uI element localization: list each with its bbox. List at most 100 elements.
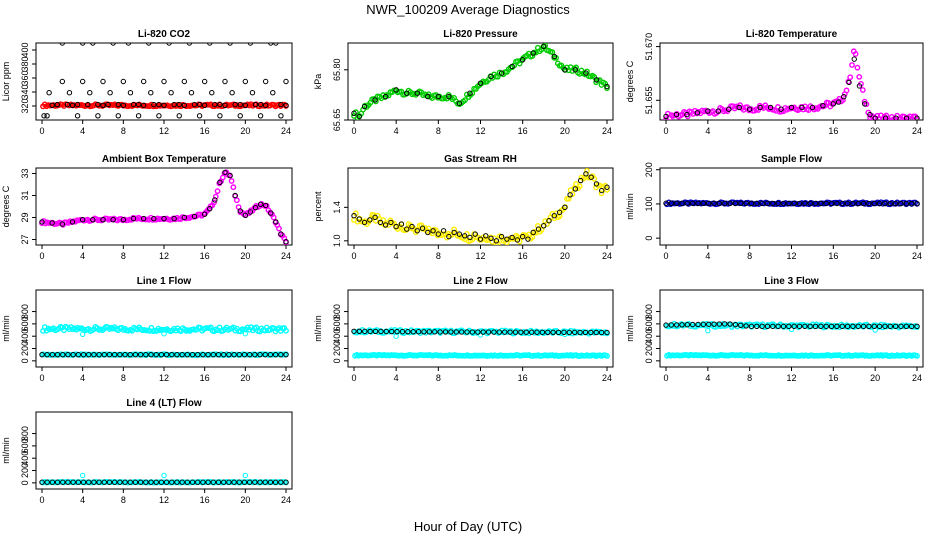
data-point — [257, 101, 264, 108]
data-point — [273, 219, 279, 225]
data-point — [161, 472, 167, 479]
data-point — [59, 221, 66, 227]
data-point — [95, 101, 101, 108]
data-point — [106, 479, 113, 485]
plot-area — [663, 48, 920, 120]
x-tick-label: 4 — [80, 126, 85, 136]
data-point — [743, 200, 749, 207]
data-point — [351, 328, 357, 334]
data-point — [393, 87, 399, 93]
data-point — [49, 479, 56, 485]
panel-title: Line 2 Flow — [453, 276, 508, 287]
data-point — [181, 214, 188, 221]
data-point — [512, 329, 519, 335]
data-point — [176, 101, 182, 108]
data-point — [49, 102, 55, 109]
data-point — [830, 101, 837, 107]
x-tick-label: 20 — [240, 495, 250, 505]
data-point — [727, 321, 733, 327]
x-tick-label: 4 — [80, 251, 85, 261]
data-point — [584, 168, 590, 174]
data-point — [577, 177, 584, 184]
data-point — [668, 200, 675, 206]
data-point — [127, 351, 133, 358]
data-point — [507, 329, 513, 335]
data-point — [74, 113, 81, 119]
data-point — [807, 200, 813, 207]
series-mean — [351, 328, 610, 336]
series-line2-low — [352, 351, 610, 359]
data-point — [151, 101, 157, 108]
data-point — [426, 329, 433, 335]
data-point — [809, 104, 816, 111]
series-line1 — [40, 323, 289, 335]
data-point — [839, 200, 845, 207]
data-point — [201, 211, 208, 217]
data-point — [914, 117, 920, 120]
data-point — [247, 43, 254, 46]
data-point — [690, 200, 696, 206]
data-point — [700, 321, 707, 328]
y-axis-label: ml/min — [625, 193, 635, 220]
data-point — [446, 233, 452, 240]
data-point — [604, 353, 610, 359]
data-point — [746, 106, 753, 112]
data-point — [876, 200, 883, 207]
x-tick-label: 24 — [602, 251, 612, 261]
data-point — [176, 113, 182, 119]
x-tick-label: 20 — [240, 373, 250, 383]
data-point — [283, 479, 289, 485]
data-point — [802, 323, 808, 330]
data-point — [188, 90, 195, 96]
data-point — [551, 53, 557, 60]
data-point — [60, 479, 66, 485]
panel-title: Li-820 Temperature — [746, 29, 838, 40]
data-point — [425, 93, 431, 100]
y-tick-label: 600 — [644, 316, 654, 331]
data-point — [207, 206, 213, 212]
y-tick-label: 360 — [20, 70, 30, 85]
panel-li820-temperature: Li-820 Temperature degrees C 0 4 8 12 16 20 24 51… — [625, 29, 924, 136]
data-point — [414, 228, 420, 234]
data-point — [494, 240, 501, 245]
data-point — [488, 235, 494, 242]
data-point — [262, 102, 269, 109]
data-point — [242, 212, 249, 219]
data-point — [257, 351, 263, 358]
y-tick-label: 51.670 — [644, 33, 654, 61]
x-tick-label: 16 — [200, 126, 210, 136]
data-point — [120, 217, 127, 223]
data-point — [146, 43, 152, 46]
data-point — [849, 62, 855, 68]
data-point — [472, 231, 478, 237]
data-point — [283, 102, 289, 109]
data-point — [39, 219, 45, 225]
panel-line2-flow: Line 2 Flow ml/min 0 4 8 12 16 20 24 0 20040060080… — [313, 276, 614, 383]
x-tick-label: 4 — [80, 373, 85, 383]
data-point — [262, 479, 268, 485]
data-point — [278, 351, 284, 358]
data-point — [217, 113, 223, 119]
data-point — [588, 174, 594, 180]
data-point — [562, 204, 568, 211]
data-point — [148, 90, 154, 96]
data-point — [278, 101, 284, 108]
data-point — [493, 240, 499, 245]
data-point — [79, 217, 86, 223]
x-tick-label: 0 — [663, 126, 668, 136]
data-point — [706, 200, 712, 207]
data-point — [572, 186, 579, 192]
data-point — [588, 329, 594, 336]
x-tick-label: 20 — [870, 373, 880, 383]
y-tick-label: 320 — [20, 98, 30, 113]
data-point — [169, 479, 175, 485]
data-point — [435, 93, 442, 100]
data-point — [860, 323, 867, 330]
data-point — [767, 104, 774, 111]
data-point — [890, 116, 897, 120]
data-point — [227, 173, 233, 179]
x-tick-label: 24 — [281, 126, 291, 136]
data-point — [566, 329, 573, 336]
data-point — [841, 94, 847, 100]
data-point — [130, 101, 137, 108]
